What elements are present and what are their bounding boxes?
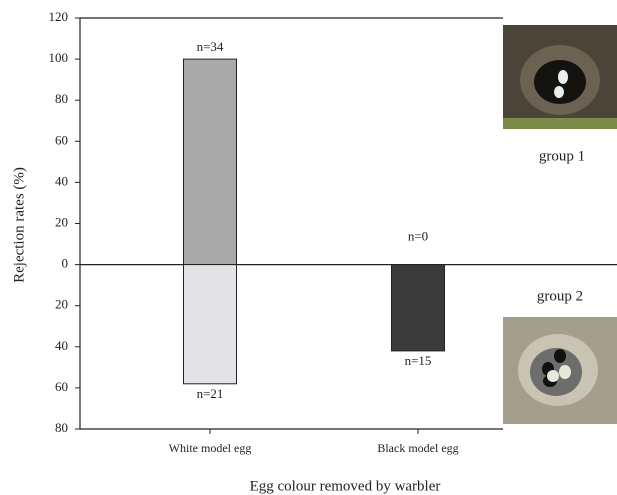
y-tick-label: 80 <box>55 91 68 106</box>
y-tick-label: 40 <box>55 338 68 353</box>
y-tick-label: 120 <box>49 9 69 24</box>
n-label: n=15 <box>405 353 432 368</box>
n-label: n=21 <box>197 386 224 401</box>
y-tick-label: 60 <box>55 379 68 394</box>
n-label: n=34 <box>197 39 224 54</box>
n-label: n=0 <box>408 229 428 244</box>
chart: Rejection rates (%) Egg colour removed b… <box>0 0 617 495</box>
y-tick-label: 40 <box>55 173 68 188</box>
y-tick-label: 0 <box>62 256 69 271</box>
x-tick-label: White model egg <box>169 441 252 455</box>
y-tick-label: 80 <box>55 420 68 435</box>
y-tick-label: 100 <box>49 50 69 65</box>
bar <box>392 265 445 351</box>
group-label: group 1 <box>539 148 585 164</box>
bar <box>184 265 237 384</box>
x-tick-label: Black model egg <box>377 441 458 455</box>
group-label: group 2 <box>537 288 583 304</box>
y-tick-label: 20 <box>55 214 68 229</box>
y-tick-label: 60 <box>55 132 68 147</box>
photo-group-1 <box>503 25 617 129</box>
photo-group-2 <box>503 317 617 424</box>
x-axis-title: Egg colour removed by warbler <box>250 478 441 494</box>
bar <box>184 59 237 265</box>
y-axis-title: Rejection rates (%) <box>11 167 27 283</box>
y-tick-label: 20 <box>55 297 68 312</box>
